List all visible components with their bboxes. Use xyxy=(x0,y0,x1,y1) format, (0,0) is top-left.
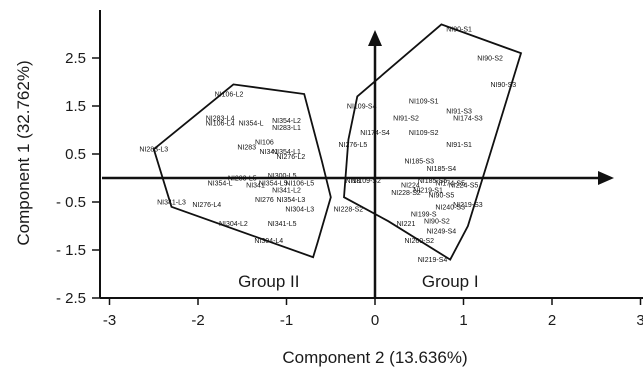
point-label: NI219-S4 xyxy=(418,257,448,264)
y-tick-label: 1.5 xyxy=(65,98,86,115)
x-tick-label: -1 xyxy=(280,312,293,329)
point-label: NI276-L2 xyxy=(277,154,306,161)
point-label: NI106-L5 xyxy=(285,180,314,187)
point-label: NI90-S3 xyxy=(490,82,516,89)
point-label: NI224 xyxy=(401,183,420,190)
point-label: NI354-L5 xyxy=(259,180,288,187)
point-label: NI91-S3 xyxy=(446,108,472,115)
y-tick-label: 0.5 xyxy=(65,146,86,163)
point-label: NI283-L1 xyxy=(272,125,301,132)
point-label: NI106 xyxy=(255,140,274,147)
group-ii-hull xyxy=(152,83,332,259)
point-label: NI354-L xyxy=(239,120,264,127)
point-label: NI300-L5 xyxy=(268,173,297,180)
y-axis-title: Component 1 (32.762%) xyxy=(14,60,33,245)
point-label: NI283-L5 xyxy=(228,176,257,183)
point-label: NI174-S4 xyxy=(360,130,390,137)
y-tick-label: - 1.5 xyxy=(56,242,86,259)
y-ticks: 2.5 1.5 0.5 - 0.5 - 1.5 - 2.5 xyxy=(56,50,100,307)
point-label: NI185-S5 xyxy=(418,178,448,185)
point-label: NI18 xyxy=(346,178,361,185)
point-label: NI276-L5 xyxy=(339,142,368,149)
point-label: NI228-S2 xyxy=(391,190,421,197)
origin-axes xyxy=(102,30,614,298)
point-label: NI91-S2 xyxy=(393,116,419,123)
y-tick-label: 2.5 xyxy=(65,50,86,67)
point-label: NI174-S5 xyxy=(435,180,465,187)
point-label: NI109-S1 xyxy=(409,99,439,106)
x-ticks: -3 -2 -1 0 1 2 3 xyxy=(103,298,643,329)
point-label: NI106-L4 xyxy=(206,120,235,127)
point-label: NI106-L2 xyxy=(215,92,244,99)
point-label: NI341-L2 xyxy=(272,188,301,195)
point-label: NI354-L xyxy=(208,180,233,187)
point-label: NI185-S4 xyxy=(427,166,457,173)
point-label: NI276 xyxy=(255,197,274,204)
x-tick-label: -3 xyxy=(103,312,116,329)
point-label: NI341 xyxy=(259,149,278,156)
point-label: NI185-S3 xyxy=(405,159,435,166)
point-label: NI354-L2 xyxy=(272,118,301,125)
point-label: NI240-S3 xyxy=(435,204,465,211)
point-label: NI304-L3 xyxy=(285,207,314,214)
point-label: NI283 xyxy=(237,144,256,151)
x-tick-label: 1 xyxy=(459,312,467,329)
x-tick-label: 2 xyxy=(548,312,556,329)
point-label: NI90-S5 xyxy=(429,192,455,199)
point-label: NI199-S xyxy=(411,212,437,219)
point-label: NI90-S2 xyxy=(424,219,450,226)
point-label: NI109-S2 xyxy=(409,130,439,137)
point-label: NI260-S2 xyxy=(405,238,435,245)
point-label: NI283-L3 xyxy=(139,147,168,154)
vertical-axis-arrowhead xyxy=(368,30,382,46)
point-label: NI249-S4 xyxy=(427,228,457,235)
y-tick-label: - 2.5 xyxy=(56,290,86,307)
group-ii-label: Group II xyxy=(238,272,299,291)
point-label: NI224-S5 xyxy=(449,183,479,190)
point-label: NI109-S2 xyxy=(351,178,381,185)
point-label: NI276-L4 xyxy=(192,202,221,209)
point-label: NI304-L4 xyxy=(254,238,283,245)
point-label: NI221 xyxy=(397,221,416,228)
group-i-hull xyxy=(343,23,523,261)
point-label: NI90-S2 xyxy=(477,56,503,63)
x-tick-label: 0 xyxy=(371,312,379,329)
point-label: NI109-S4 xyxy=(347,104,377,111)
point-label: NI283-L4 xyxy=(206,116,235,123)
point-label: NI341-L3 xyxy=(157,200,186,207)
point-label: NI228-S2 xyxy=(334,207,364,214)
group-labels: Group II Group I xyxy=(238,272,478,291)
y-tick-label: - 0.5 xyxy=(56,194,86,211)
point-label: NI91-S1 xyxy=(446,142,472,149)
x-tick-label: 3 xyxy=(636,312,643,329)
point-label: NI219-S3 xyxy=(453,202,483,209)
group-i-label: Group I xyxy=(422,272,479,291)
point-label: NI90-S1 xyxy=(446,27,472,34)
group-hulls xyxy=(152,23,523,261)
x-axis-title: Component 2 (13.636%) xyxy=(282,348,467,367)
point-label: NI354-L3 xyxy=(277,197,306,204)
point-label: NI219-S1 xyxy=(413,188,443,195)
horizontal-axis-arrowhead xyxy=(598,171,614,185)
point-label: NI174-S3 xyxy=(453,116,483,123)
point-label: NI341 xyxy=(246,183,265,190)
point-label: NI354-L1 xyxy=(272,149,301,156)
point-label: NI304-L2 xyxy=(219,221,248,228)
plot-frame xyxy=(99,10,643,299)
x-tick-label: -2 xyxy=(191,312,204,329)
point-label: NI341-L5 xyxy=(268,221,297,228)
